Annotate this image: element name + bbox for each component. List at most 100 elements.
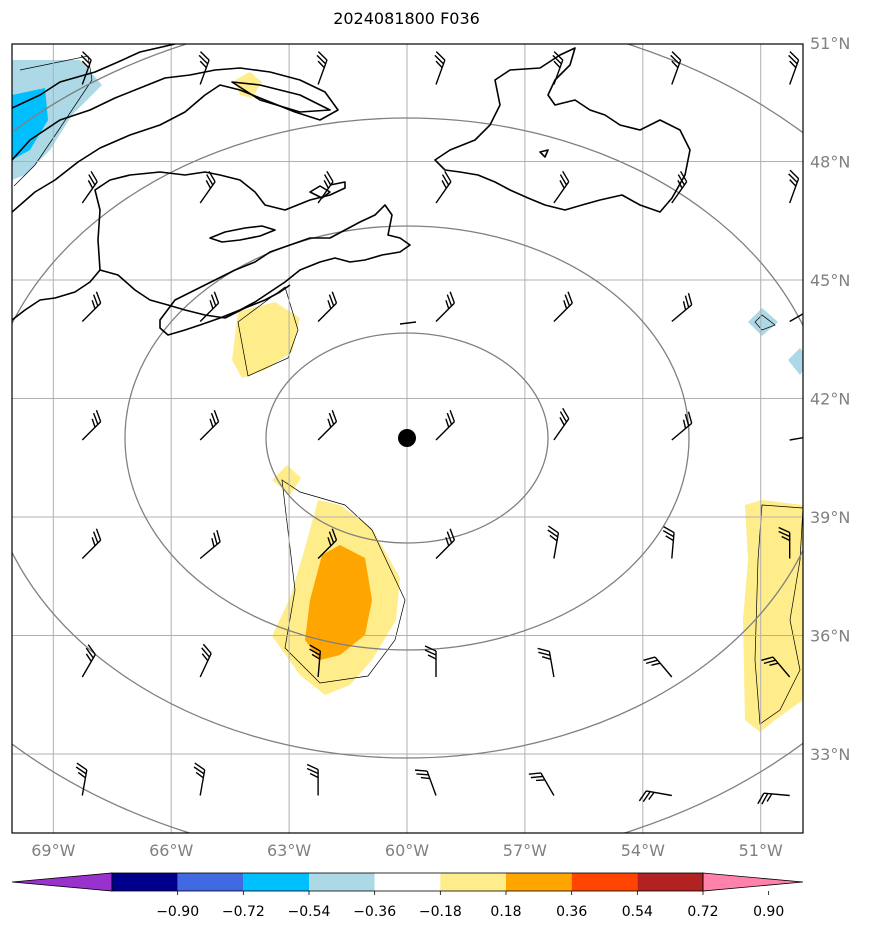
wind-barb <box>316 51 328 85</box>
lat-tick-label: 48°N <box>810 153 850 172</box>
lat-tick-label: 33°N <box>810 745 850 764</box>
colorbar-tick-label: 0.90 <box>753 904 784 920</box>
yellow-field-nova-scotia <box>232 302 300 378</box>
wind-barb <box>671 170 688 204</box>
wind-barb <box>317 170 334 204</box>
colorbar-segment <box>637 873 703 891</box>
wind-barb <box>435 528 456 559</box>
wind-barb <box>317 528 338 559</box>
coast-new-brunswick <box>99 269 291 319</box>
wind-barb <box>553 407 570 441</box>
wind-barb <box>434 51 446 85</box>
range-ring-4 <box>12 44 803 833</box>
coast-north-shore <box>12 67 339 213</box>
colorbar-segment <box>374 873 441 891</box>
coastlines <box>12 44 691 336</box>
wind-barb <box>199 170 216 204</box>
map-plot-area <box>12 44 803 833</box>
colorbar-extend-low <box>11 872 113 892</box>
wind-barb <box>306 763 319 796</box>
longitude-labels: 69°W 66°W 63°W 60°W 57°W 54°W 51°W <box>31 841 783 860</box>
lat-tick-label: 36°N <box>810 627 850 646</box>
wind-barb <box>81 644 96 678</box>
colorbar-tick-label: −0.72 <box>222 904 265 920</box>
wind-barb <box>788 51 800 85</box>
coast-spm <box>539 149 549 158</box>
colorbar-frame <box>111 872 704 892</box>
lon-tick-label: 66°W <box>149 841 193 860</box>
wind-barb <box>415 769 437 796</box>
colorbar-segment <box>112 873 178 891</box>
wind-barb <box>643 656 673 678</box>
wind-barb <box>424 645 437 677</box>
yellow-field-east <box>743 500 803 732</box>
wind-barb <box>81 291 102 322</box>
wind-barb <box>199 643 212 678</box>
wind-barb <box>638 790 672 803</box>
lat-tick-label: 39°N <box>810 508 850 527</box>
wind-barb <box>81 528 102 559</box>
wind-barb <box>553 170 570 204</box>
coast-newfoundland <box>434 47 691 213</box>
range-rings <box>12 44 803 833</box>
shaded-fields <box>12 60 803 732</box>
wind-barb <box>789 307 803 323</box>
wind-barb <box>199 529 221 560</box>
coast-magdalen <box>309 185 331 199</box>
colorbar-tick-label: 0.36 <box>556 904 587 920</box>
coast-sable <box>399 321 417 325</box>
wind-barb <box>537 647 555 678</box>
wind-barb <box>757 792 790 805</box>
plot-frame <box>11 43 804 834</box>
wind-barb <box>199 291 220 322</box>
wind-barb <box>193 762 206 796</box>
coast-anticosti <box>231 81 331 113</box>
blue-field-east-a <box>748 308 778 336</box>
coast-labrador <box>12 44 176 109</box>
wind-barb <box>671 411 693 441</box>
colorbar-extend-high <box>702 872 804 892</box>
blue-field-east-b <box>788 348 803 375</box>
colorbar-segment <box>506 873 572 891</box>
colorbar-segment <box>177 873 244 891</box>
coast-nova-scotia <box>159 204 411 336</box>
colorbar-tick-label: 0.72 <box>687 904 718 920</box>
blue-field-nw <box>12 60 102 180</box>
latitude-labels: 51°N 48°N 45°N 42°N 39°N 36°N 33°N <box>810 34 850 764</box>
wind-barb <box>80 51 92 85</box>
colorbar-tick-label: −0.54 <box>288 904 331 920</box>
wind-barb <box>778 526 791 559</box>
colorbar-tick-label: 0.54 <box>622 904 653 920</box>
colorbar-segment <box>309 873 375 891</box>
wind-barb <box>199 410 220 441</box>
lat-tick-label: 42°N <box>810 390 850 409</box>
wind-barb <box>552 51 564 85</box>
coast-gaspe <box>12 171 346 321</box>
storm-center-marker <box>398 429 416 447</box>
yellow-field-small <box>272 465 301 495</box>
wind-barb <box>553 291 573 322</box>
wind-barb <box>547 525 560 559</box>
wind-barb <box>317 410 338 441</box>
wind-barb <box>662 526 675 559</box>
wind-barb <box>788 169 800 204</box>
colorbar: −0.90 −0.72 −0.54 −0.36 −0.18 0.18 0.36 0.54 0.7… <box>11 872 804 920</box>
lon-tick-label: 57°W <box>503 841 547 860</box>
wind-barbs <box>75 51 803 805</box>
wind-barb <box>81 170 98 204</box>
wind-barb <box>670 51 682 85</box>
wind-barb <box>761 656 791 678</box>
lat-tick-label: 51°N <box>810 34 850 53</box>
wind-barb <box>435 410 456 441</box>
lon-tick-label: 54°W <box>621 841 665 860</box>
range-ring-1 <box>265 332 549 544</box>
cyan-field-nw <box>12 88 48 160</box>
range-ring-3 <box>12 117 803 759</box>
range-ring-2 <box>124 225 690 651</box>
coast-pei <box>209 225 276 243</box>
map-title: 2024081800 F036 <box>333 9 480 28</box>
wind-barb <box>528 772 555 796</box>
orange-field-south <box>305 545 372 660</box>
colorbar-segment <box>243 873 309 891</box>
wind-barb <box>317 291 338 322</box>
